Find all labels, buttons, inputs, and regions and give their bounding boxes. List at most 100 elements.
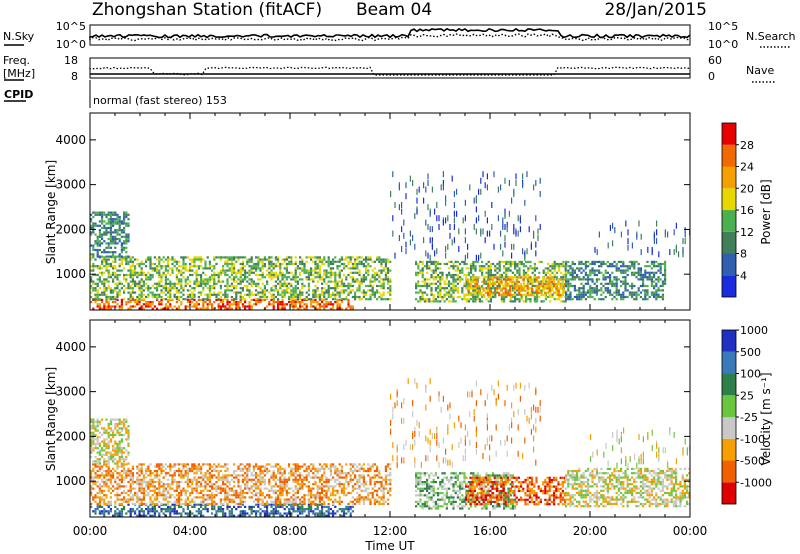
range-gate-cell bbox=[215, 298, 218, 301]
range-gate-cell bbox=[514, 291, 517, 294]
range-gate-cell bbox=[266, 512, 269, 515]
range-gate-cell bbox=[184, 469, 187, 473]
range-gate-cell bbox=[456, 282, 459, 285]
range-gate-cell bbox=[635, 295, 638, 299]
range-gate-cell bbox=[659, 262, 662, 266]
range-gate-cell bbox=[338, 298, 341, 301]
range-gate-cell bbox=[589, 273, 592, 277]
range-gate-cell bbox=[456, 210, 458, 217]
range-gate-cell bbox=[380, 284, 383, 288]
range-gate-cell bbox=[516, 262, 519, 266]
range-gate-cell bbox=[476, 293, 479, 296]
range-gate-cell bbox=[430, 269, 433, 272]
range-gate-cell bbox=[454, 300, 457, 303]
range-gate-cell bbox=[582, 278, 585, 281]
range-gate-cell bbox=[653, 291, 656, 294]
range-gate-cell bbox=[571, 278, 574, 281]
range-gate-cell bbox=[208, 280, 211, 283]
range-gate-cell bbox=[263, 298, 266, 301]
range-gate-cell bbox=[434, 276, 437, 279]
range-gate-cell bbox=[230, 269, 233, 272]
range-gate-cell bbox=[270, 276, 273, 279]
range-gate-cell bbox=[573, 284, 576, 288]
range-gate-cell bbox=[140, 280, 143, 283]
range-gate-cell bbox=[529, 267, 532, 270]
range-gate-cell bbox=[182, 487, 185, 490]
range-gate-cell bbox=[524, 289, 527, 292]
range-gate-cell bbox=[627, 244, 629, 251]
range-gate-cell bbox=[318, 503, 321, 506]
range-gate-cell bbox=[116, 467, 119, 470]
range-gate-cell bbox=[639, 278, 642, 281]
range-gate-cell bbox=[206, 498, 209, 501]
range-gate-cell bbox=[615, 267, 618, 270]
range-gate-cell bbox=[103, 282, 106, 285]
range-gate-cell bbox=[305, 256, 308, 259]
range-gate-cell bbox=[470, 280, 473, 283]
range-gate-cell bbox=[182, 476, 185, 479]
range-gate-cell bbox=[186, 496, 189, 499]
range-gate-cell bbox=[226, 491, 229, 495]
range-gate-cell bbox=[182, 298, 185, 301]
range-gate-cell bbox=[472, 298, 475, 301]
range-gate-cell bbox=[520, 289, 523, 292]
range-gate-cell bbox=[537, 287, 540, 290]
range-gate-cell bbox=[219, 258, 222, 261]
range-gate-cell bbox=[248, 514, 251, 517]
range-gate-cell bbox=[637, 267, 640, 270]
nave-tick-bottom: 0 bbox=[708, 70, 715, 83]
range-gate-cell bbox=[578, 291, 581, 294]
range-gate-cell bbox=[98, 483, 101, 486]
range-gate-cell bbox=[345, 307, 348, 310]
range-gate-cell bbox=[478, 188, 480, 195]
range-gate-cell bbox=[644, 295, 647, 299]
range-gate-cell bbox=[461, 278, 464, 281]
range-gate-cell bbox=[158, 269, 161, 272]
range-gate-cell bbox=[347, 301, 350, 304]
range-gate-cell bbox=[312, 269, 315, 272]
range-gate-cell bbox=[626, 269, 629, 272]
range-gate-cell bbox=[288, 271, 291, 274]
range-gate-cell bbox=[648, 276, 651, 279]
range-gate-cell bbox=[219, 498, 222, 501]
range-gate-cell bbox=[131, 494, 134, 497]
range-gate-cell bbox=[248, 465, 251, 468]
range-gate-cell bbox=[241, 278, 244, 281]
range-gate-cell bbox=[224, 469, 227, 473]
range-gate-cell bbox=[624, 276, 627, 279]
range-gate-cell bbox=[186, 489, 189, 492]
range-gate-cell bbox=[149, 514, 152, 517]
noise-left-tick-top: 10^5 bbox=[56, 20, 86, 33]
range-gate-cell bbox=[200, 276, 203, 279]
range-gate-cell bbox=[123, 500, 126, 503]
range-gate-cell bbox=[219, 298, 222, 301]
range-gate-cell bbox=[478, 254, 480, 261]
range-gate-cell bbox=[239, 298, 242, 301]
range-gate-cell bbox=[296, 282, 299, 285]
range-gate-cell bbox=[226, 293, 229, 296]
range-gate-cell bbox=[345, 508, 348, 511]
range-gate-cell bbox=[373, 278, 376, 281]
range-gate-cell bbox=[164, 498, 167, 501]
range-gate-cell bbox=[233, 298, 236, 301]
range-gate-cell bbox=[151, 510, 154, 513]
range-gate-cell bbox=[131, 498, 134, 501]
range-gate-cell bbox=[582, 276, 585, 279]
range-gate-cell bbox=[419, 289, 422, 292]
range-gate-cell bbox=[171, 480, 174, 484]
range-gate-cell bbox=[101, 211, 104, 214]
range-gate-cell bbox=[138, 487, 141, 490]
range-gate-cell bbox=[314, 291, 317, 294]
range-gate-cell bbox=[531, 291, 534, 294]
cpid-text: normal (fast stereo) 153 bbox=[93, 94, 227, 107]
range-gate-cell bbox=[329, 512, 332, 515]
range-gate-cell bbox=[268, 273, 271, 277]
range-gate-cell bbox=[576, 293, 579, 296]
range-gate-cell bbox=[145, 483, 148, 486]
range-gate-cell bbox=[684, 238, 686, 245]
range-gate-cell bbox=[215, 262, 218, 266]
range-gate-cell bbox=[125, 278, 128, 281]
range-gate-cell bbox=[213, 502, 216, 506]
range-gate-cell bbox=[257, 258, 260, 261]
range-gate-cell bbox=[112, 265, 115, 268]
